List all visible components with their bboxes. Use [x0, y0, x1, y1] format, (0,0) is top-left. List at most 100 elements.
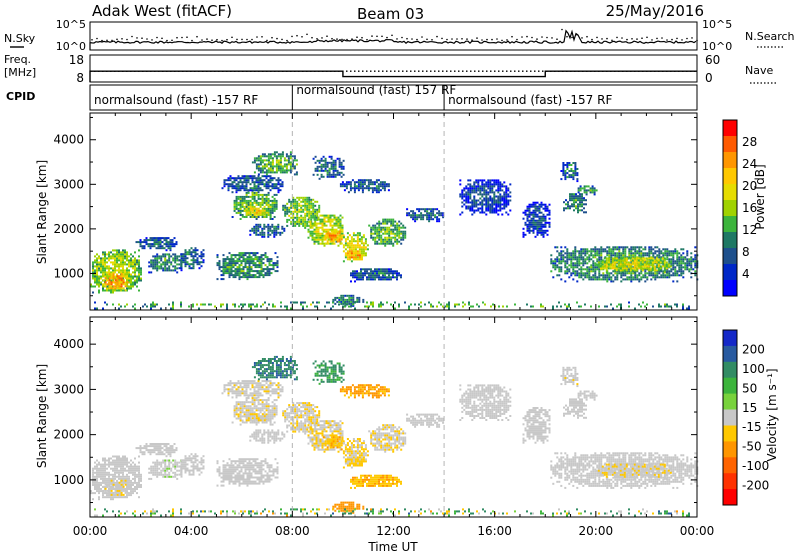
power-cell	[410, 303, 412, 306]
power-cell	[340, 302, 343, 305]
power-cell	[110, 285, 112, 288]
nsearch-dot	[191, 39, 193, 42]
power-cell	[536, 227, 539, 230]
power-cell	[688, 260, 691, 263]
power-cell	[237, 185, 240, 188]
power-cell	[118, 263, 120, 266]
power-cell	[154, 267, 157, 270]
power-cell	[254, 262, 257, 265]
power-cell	[469, 205, 472, 208]
power-cell	[148, 265, 151, 268]
power-cell	[528, 209, 531, 212]
power-cell	[327, 238, 330, 241]
power-cell	[562, 164, 565, 166]
power-cell	[251, 229, 254, 232]
power-cell	[644, 246, 647, 249]
power-cell	[370, 276, 372, 279]
power-cell	[432, 212, 435, 215]
power-cell	[163, 243, 166, 246]
power-cell	[536, 207, 539, 210]
power-cell	[638, 250, 641, 253]
power-cell	[226, 270, 229, 273]
power-cell	[380, 268, 382, 271]
power-cell	[255, 225, 258, 228]
power-cell	[314, 214, 317, 217]
power-cell	[304, 214, 307, 217]
power-cell	[147, 239, 150, 242]
power-cell	[643, 267, 646, 270]
power-cell	[339, 234, 342, 237]
power-cell	[603, 263, 606, 266]
velocity-cell	[96, 479, 98, 482]
power-cell	[538, 229, 541, 232]
power-cell	[249, 209, 252, 212]
power-cell	[540, 229, 543, 232]
power-cell	[632, 254, 635, 257]
power-cell	[269, 189, 272, 192]
power-cell	[378, 270, 380, 273]
power-cell	[106, 271, 108, 274]
power-cell	[380, 278, 382, 281]
power-cell	[198, 255, 201, 258]
power-cell	[647, 257, 650, 260]
power-cell	[325, 220, 328, 223]
power-cell	[540, 217, 543, 220]
power-cell	[461, 211, 464, 214]
power-cell	[600, 278, 603, 281]
power-cell	[568, 268, 571, 271]
power-cell	[654, 256, 657, 259]
power-cell	[653, 265, 656, 268]
power-cell	[98, 277, 100, 280]
power-cell	[684, 268, 687, 271]
power-cell	[352, 303, 354, 306]
power-cell	[485, 203, 488, 206]
power-cell	[184, 251, 187, 254]
power-cell	[364, 305, 366, 308]
power-cell	[277, 177, 280, 180]
power-cell	[627, 261, 630, 264]
power-cell	[361, 181, 364, 184]
power-cell	[622, 254, 625, 257]
power-cell	[273, 193, 276, 196]
power-cell	[578, 252, 581, 255]
power-cell	[570, 254, 573, 257]
nsearch-dot	[656, 37, 658, 40]
nsearch-dot	[581, 37, 583, 39]
power-cell	[666, 256, 669, 259]
power-cell	[690, 268, 693, 271]
power-cell	[134, 251, 136, 254]
power-cell	[493, 201, 496, 204]
power-cell	[390, 238, 393, 241]
power-cell	[263, 159, 266, 162]
power-cell	[321, 242, 324, 245]
power-cell	[259, 181, 262, 184]
power-cell	[408, 214, 411, 217]
power-cell	[558, 270, 561, 273]
power-cell	[607, 267, 610, 270]
power-cell	[598, 278, 601, 281]
power-cell	[662, 254, 665, 257]
power-cell	[440, 212, 443, 215]
power-cell	[622, 250, 625, 253]
power-cell	[96, 253, 98, 256]
power-cell	[594, 256, 597, 259]
power-cell	[240, 264, 243, 267]
power-cell	[633, 265, 636, 268]
power-cell	[473, 181, 476, 184]
power-cell	[572, 270, 575, 273]
power-cell	[326, 236, 329, 239]
power-cell	[234, 264, 237, 267]
power-cell	[420, 305, 422, 308]
power-cell	[268, 262, 271, 265]
power-cell	[246, 272, 249, 275]
power-cell	[475, 209, 478, 212]
power-cell	[580, 276, 583, 279]
power-cell	[690, 256, 693, 259]
power-cell	[255, 227, 258, 230]
power-cell	[532, 229, 535, 232]
power-cell	[229, 183, 232, 186]
power-cell	[328, 173, 331, 176]
power-cell	[104, 269, 106, 272]
power-cell	[360, 238, 363, 241]
power-cell	[248, 272, 251, 275]
